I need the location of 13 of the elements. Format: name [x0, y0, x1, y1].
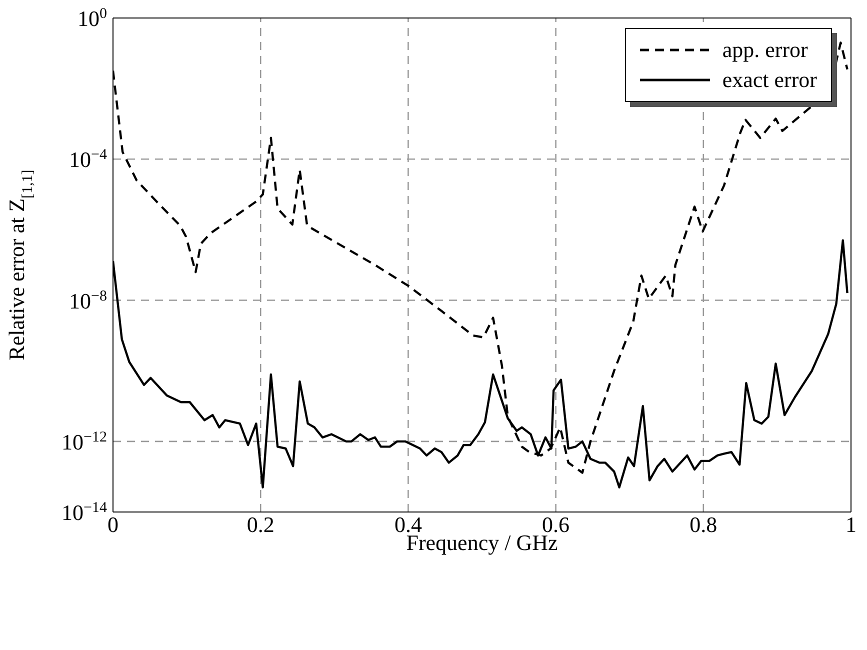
y-tick-label: 10$^{−4}$: [69, 147, 108, 172]
y-tick-label: 10$^{−8}$: [69, 288, 107, 314]
legend-label: app. error: [722, 37, 808, 63]
y-tick-label: 10$^{−12}$: [62, 429, 107, 454]
x-tick-label: 0: [108, 512, 118, 537]
x-tick-label: 1: [846, 512, 856, 537]
y-tick-label: 10$^{−14}$: [62, 500, 108, 525]
x-tick-label: 0.8: [690, 512, 718, 537]
x-tick-label: 0.4: [394, 512, 422, 537]
x-tick-label: 0.2: [246, 512, 274, 537]
y-tick-label: 10$^{0}$: [78, 6, 107, 31]
x-tick-label: 0.6: [542, 512, 570, 537]
legend-label: exact error: [722, 67, 817, 93]
